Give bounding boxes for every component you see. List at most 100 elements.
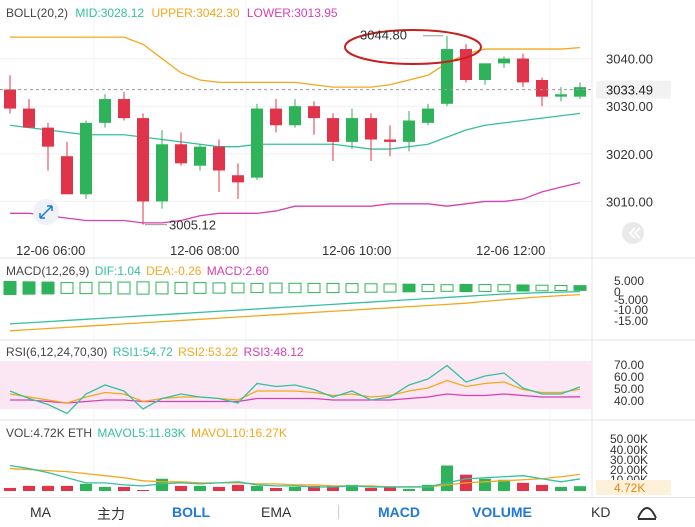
volume-bar	[308, 485, 320, 491]
chart-canvas[interactable]: 3033.49 3040.00 3030.00 3020.00 3010.00 12-06…	[0, 0, 695, 497]
tab-volume[interactable]: VOLUME	[472, 504, 532, 520]
candle-down	[175, 144, 187, 164]
macd-histogram-bar	[421, 283, 435, 293]
volume-bar	[270, 487, 282, 491]
high-price-highlight-circle	[344, 29, 482, 65]
macd-histogram-bar	[155, 281, 169, 295]
candle-down	[137, 118, 149, 202]
candle-up	[574, 87, 586, 97]
mavol5-label: MAVOL5:11.83K	[97, 426, 186, 440]
volume-bar	[251, 485, 263, 491]
volume-bar	[365, 487, 377, 491]
macd-histogram-bar	[478, 284, 492, 292]
candle-down	[42, 127, 54, 147]
rsi-tick-label: 70.00	[614, 358, 644, 372]
macd-histogram-bar	[117, 281, 131, 295]
back-icon-chevrons	[628, 227, 641, 239]
volume-bar	[137, 489, 149, 491]
volume-bar	[232, 484, 244, 491]
candle-up	[99, 99, 111, 123]
volume-bar	[289, 486, 301, 491]
rsi-title: RSI(6,12,24,70,30)	[6, 345, 108, 359]
volume-bar	[536, 484, 548, 491]
current-price-label: 3033.49	[606, 83, 653, 98]
volume-bar	[403, 488, 415, 491]
macd-tick-label: -5.000	[614, 293, 648, 307]
macd-histogram-bar	[497, 284, 511, 292]
macd-histogram-bar	[41, 281, 55, 295]
tab-divider	[338, 505, 339, 519]
volume-bar	[479, 478, 491, 491]
volume-bar	[574, 486, 586, 491]
macd-histogram-bar	[383, 283, 397, 293]
candle-up	[498, 58, 510, 64]
volume-bar	[99, 486, 111, 491]
volume-bar	[213, 486, 225, 491]
volume-bar	[61, 485, 73, 491]
macd-histogram-bar	[326, 282, 340, 294]
price-tick-label: 3020.00	[606, 147, 653, 162]
low-price-label: 3005.12	[169, 218, 216, 233]
macd-legend: MACD(12,26,9) DIF:1.04 DEA:-0.26 MACD:2.…	[6, 264, 269, 278]
macd-histogram-bar	[345, 283, 359, 293]
candle-up	[422, 108, 434, 123]
candle-down	[4, 89, 16, 109]
candle-down	[327, 118, 339, 142]
macd-histogram-bar	[440, 284, 454, 292]
macd-histogram-bar	[269, 282, 283, 294]
drawing-tool-icon[interactable]	[636, 500, 658, 522]
volume-bar	[23, 485, 35, 491]
double-chevron-left-icon[interactable]	[622, 222, 644, 244]
volume-bar	[384, 486, 396, 491]
expand-arrows-icon[interactable]	[33, 199, 59, 225]
boll-indicator-name: BOLL	[6, 6, 37, 20]
boll-mid-line	[9, 112, 581, 150]
expand-icon-arrows	[39, 205, 53, 219]
boll-lower-line	[10, 181, 581, 224]
candle-down	[365, 118, 377, 140]
macd-tick-label: -15.00	[614, 314, 648, 328]
boll-mid-label: MID:3028.12	[75, 6, 145, 20]
macd-histogram-bar	[288, 282, 302, 294]
macd-histogram-bar	[79, 281, 93, 295]
tab-boll[interactable]: BOLL	[172, 504, 211, 520]
tab-ema[interactable]: EMA	[261, 504, 292, 520]
vol-title: VOL:4.72K ETH	[6, 426, 93, 440]
candle-up	[555, 94, 567, 97]
macd-histogram-bar	[193, 282, 207, 294]
vol-tick-label: 20.00K	[610, 463, 648, 477]
macd-dif-label: DIF:1.04	[94, 264, 141, 278]
candle-down	[270, 108, 282, 126]
macd-histogram-bar	[250, 282, 264, 294]
candle-up	[441, 49, 453, 104]
tab-main-force[interactable]: 主力	[97, 506, 125, 522]
rsi-tick-label: 40.00	[614, 394, 644, 408]
candle-down	[23, 108, 35, 128]
indicator-tab-bar: MA 主力 BOLL EMA MACD VOLUME KD	[0, 497, 695, 526]
tab-ma[interactable]: MA	[30, 504, 51, 520]
macd-histogram-bar	[573, 285, 587, 291]
macd-histogram-bar	[459, 283, 473, 293]
back-icon-bg	[622, 222, 644, 244]
volume-bar	[194, 485, 206, 491]
macd-dea-label: DEA:-0.26	[146, 264, 202, 278]
candle-down	[61, 156, 73, 195]
macd-histogram-bar	[554, 284, 568, 292]
boll-params: (20,2)	[36, 6, 69, 20]
vol-legend: VOL:4.72K ETH MAVOL5:11.83K MAVOL10:16.2…	[6, 426, 287, 440]
boll-upper-label: UPPER:3042.30	[151, 6, 240, 20]
macd-tick-label: 5.000	[614, 274, 644, 288]
candle-up	[156, 144, 168, 202]
volume-bar	[4, 487, 16, 491]
candle-up	[80, 122, 92, 195]
volume-bar	[327, 485, 339, 491]
mavol10-line	[9, 467, 581, 488]
macd-histogram-bar	[307, 282, 321, 294]
macd-histogram-bar	[535, 284, 549, 292]
tab-macd[interactable]: MACD	[378, 504, 420, 520]
candle-down	[213, 146, 225, 171]
macd-histogram-bar	[60, 282, 74, 294]
candle-up	[289, 106, 301, 126]
tab-kd[interactable]: KD	[591, 504, 611, 520]
macd-histogram-bar	[98, 281, 112, 295]
